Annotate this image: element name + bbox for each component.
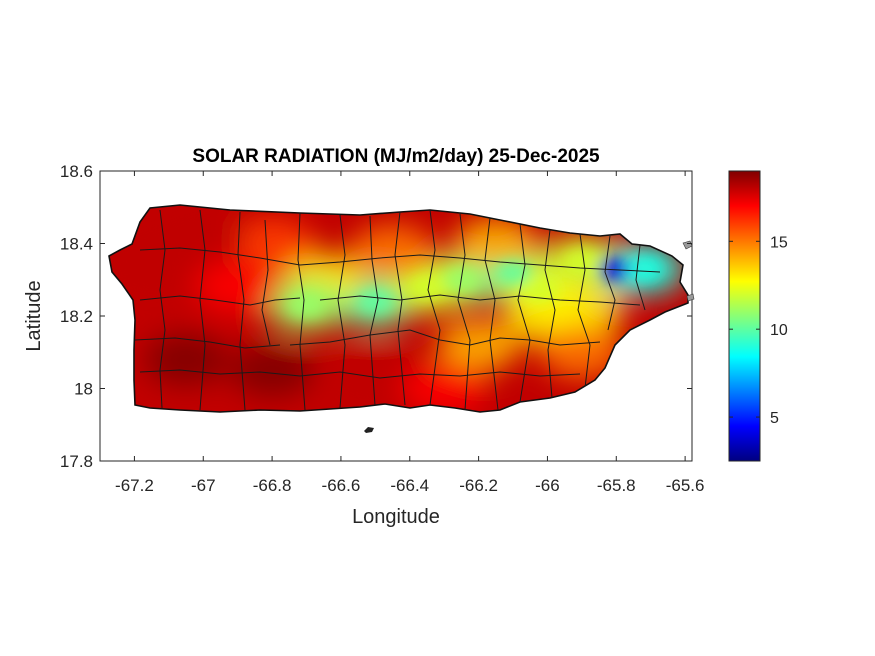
heatmap-blob — [333, 344, 418, 397]
heatmap-core — [288, 293, 325, 318]
heatmap-core — [408, 275, 445, 299]
y-tick-label: 17.8 — [60, 452, 93, 471]
heatmap-core — [357, 289, 394, 314]
y-tick-label: 18.2 — [60, 307, 93, 326]
colorbar-tick-label: 5 — [770, 410, 779, 427]
heatmap-blob — [539, 282, 624, 335]
colorbar — [728, 170, 761, 462]
x-axis-label: Longitude — [352, 506, 440, 528]
x-tick-label: -66.2 — [459, 476, 498, 495]
islet-shape — [364, 427, 374, 433]
islet-shape — [686, 293, 695, 302]
heatmap-blob — [436, 319, 521, 371]
x-axis: -67.2 -67 -66.8 -66.6 -66.4 -66.2 -66 -65.8 -65.… — [115, 171, 704, 495]
chart-title: SOLAR RADIATION (MJ/m2/day) 25-Dec-2025 — [192, 146, 600, 167]
heatmap-blob — [144, 333, 229, 386]
x-tick-label: -67.2 — [115, 476, 154, 495]
heatmap-core — [625, 256, 662, 281]
heatmap-blob — [350, 224, 435, 277]
colorbar-tick-label: 10 — [770, 322, 788, 339]
x-tick-label: -66.6 — [322, 476, 361, 495]
heatmap-hotspots — [288, 249, 662, 318]
heatmap-core — [598, 256, 635, 281]
heatmap-core — [522, 278, 559, 303]
x-tick-label: -66.8 — [253, 476, 292, 495]
y-tick-label: 18.4 — [60, 235, 93, 254]
colorbar-tick-label: 15 — [770, 234, 788, 251]
x-tick-label: -67 — [191, 476, 216, 495]
y-tick-label: 18 — [74, 380, 93, 399]
heatmap-blob — [230, 344, 315, 397]
heatmap-blob — [453, 217, 538, 270]
colorbar-ticks: 15 10 5 — [729, 234, 788, 427]
x-tick-label: -66.4 — [390, 476, 429, 495]
heatmap-blob — [161, 217, 246, 270]
heatmap-blob — [539, 326, 624, 379]
x-tick-label: -65.6 — [666, 476, 705, 495]
municipality-boundaries — [134, 209, 661, 411]
y-axis-label: Latitude — [23, 280, 45, 351]
heatmap-blob — [195, 261, 280, 313]
y-axis: 18.6 18.4 18.2 18 17.8 — [60, 162, 692, 471]
x-tick-label: -65.8 — [597, 476, 636, 495]
heatmap-core — [563, 249, 600, 274]
y-tick-label: 18.6 — [60, 162, 93, 181]
x-tick-label: -66 — [535, 476, 560, 495]
